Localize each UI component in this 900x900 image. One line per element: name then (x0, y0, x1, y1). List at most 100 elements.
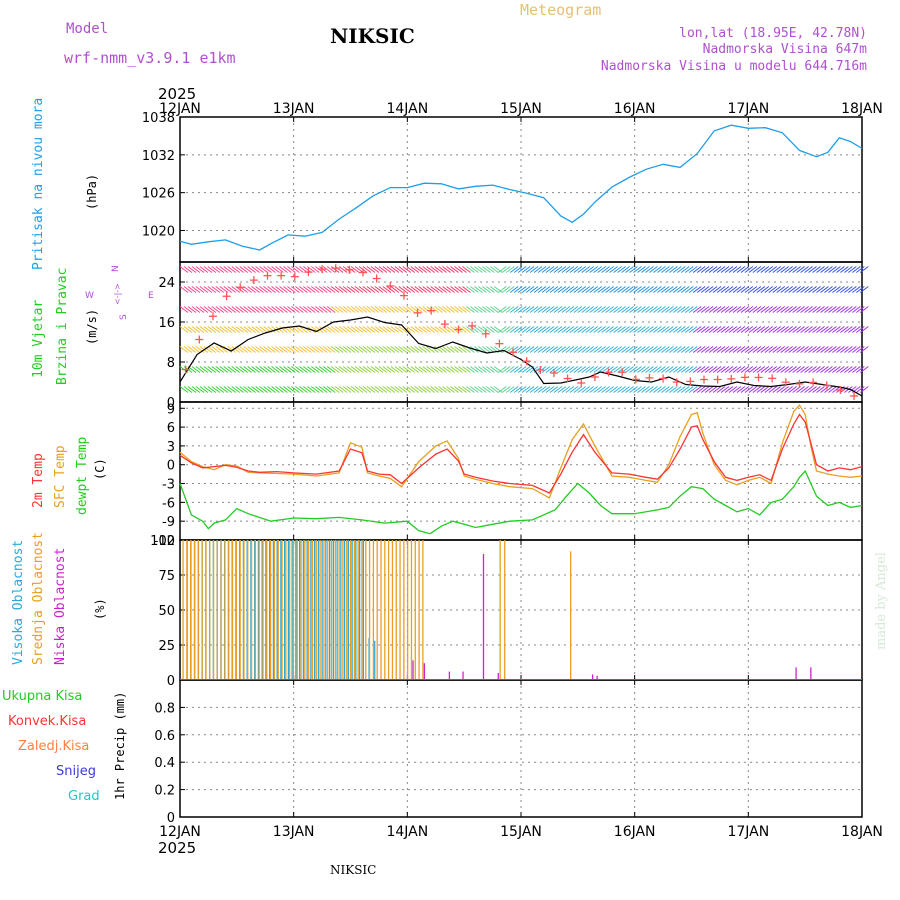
wind-barb (291, 286, 300, 293)
wind-barb (275, 346, 284, 353)
wind-barb (195, 386, 205, 393)
wind-barb (581, 306, 591, 313)
wind-barb (645, 266, 654, 273)
wind-barb (852, 366, 861, 373)
wind-barb (310, 266, 320, 273)
wind-barb (629, 266, 638, 273)
wind-barb (629, 366, 638, 373)
wind-barb (529, 266, 539, 273)
wind-barb (263, 266, 272, 273)
wind-barb (812, 326, 821, 333)
wind-barb (776, 386, 786, 393)
wind-barb (310, 346, 320, 353)
wind-barb (446, 366, 455, 373)
wind-barb (310, 366, 320, 373)
wind-barb (358, 326, 368, 333)
wind-barb (617, 326, 626, 333)
wind-barb (211, 326, 221, 333)
wind-barb (732, 366, 742, 373)
wind-barb (565, 326, 575, 333)
wind-barb (478, 386, 487, 393)
wind-barb (350, 286, 360, 293)
wind-barb (573, 306, 583, 313)
wind-barb (322, 366, 332, 373)
wind-barb (577, 366, 587, 373)
wind-barb (430, 386, 439, 393)
wind-barb (291, 346, 300, 353)
wind-barb (386, 266, 396, 273)
wind-barb (569, 346, 579, 353)
wind-barb (215, 266, 225, 273)
wind-barb (549, 326, 559, 333)
wind-barb (653, 266, 662, 273)
wind-barb (688, 366, 698, 373)
wind-barbs (179, 266, 869, 393)
wind-barb (661, 346, 670, 353)
wind-barb (287, 306, 296, 313)
y-tick-label: 25 (158, 639, 175, 654)
wind-barb (676, 326, 686, 333)
wind-barb (740, 266, 750, 273)
wind-barb (474, 266, 483, 273)
wind-barb (239, 386, 248, 393)
wind-barb (390, 266, 400, 273)
wind-barb (346, 366, 356, 373)
wind-barb (338, 286, 348, 293)
wind-barb (378, 286, 388, 293)
wind-barb (529, 286, 539, 293)
wind-barb (533, 266, 543, 273)
wind-barb (215, 346, 225, 353)
wind-barb (692, 266, 702, 273)
wind-barb (824, 346, 833, 353)
wind-barb (314, 346, 324, 353)
wind-barb (688, 386, 698, 393)
wind-barb (398, 366, 408, 373)
wind-barb (207, 366, 217, 373)
wind-barb (219, 286, 229, 293)
wind-barb (366, 386, 376, 393)
wind-barb (724, 346, 734, 353)
wind-barb (848, 286, 857, 293)
wind-barb (796, 286, 805, 293)
wind-barb (732, 286, 742, 293)
wind-barb (454, 346, 463, 353)
wind-barb (219, 266, 229, 273)
wind-barb (840, 286, 849, 293)
wind-barb (724, 386, 734, 393)
wind-barb (633, 306, 642, 313)
wind-barb (732, 386, 742, 393)
wind-barb (772, 366, 782, 373)
wind-barb (800, 326, 809, 333)
wind-barb (219, 346, 229, 353)
wind-barb (271, 266, 280, 273)
wind-barb (665, 286, 674, 293)
wind-barb (462, 386, 471, 393)
wind-barb (844, 326, 853, 333)
wind-barb (852, 346, 861, 353)
wind-barb (334, 366, 344, 373)
wind-barb (251, 326, 260, 333)
wind-barb (271, 306, 280, 313)
wind-barb (251, 306, 260, 313)
wind-barb (808, 326, 817, 333)
wind-barb (708, 386, 718, 393)
wind-barb (557, 386, 567, 393)
wind-barb (486, 366, 495, 373)
wind-barb (251, 366, 260, 373)
wind-barb (267, 326, 276, 333)
wind-barb (227, 366, 237, 373)
compass-west: W (85, 291, 94, 301)
wind-barb (370, 286, 380, 293)
wind-barb (474, 286, 483, 293)
wind-barb (243, 286, 252, 293)
wind-barb (669, 366, 678, 373)
wind-barb (840, 346, 849, 353)
wind-barb (625, 366, 634, 373)
wind-barb (334, 306, 344, 313)
wind-barb (676, 286, 686, 293)
wind-barb (537, 326, 547, 333)
wind-barb (800, 286, 809, 293)
wind-barb (728, 326, 738, 333)
wind-barb (394, 366, 404, 373)
